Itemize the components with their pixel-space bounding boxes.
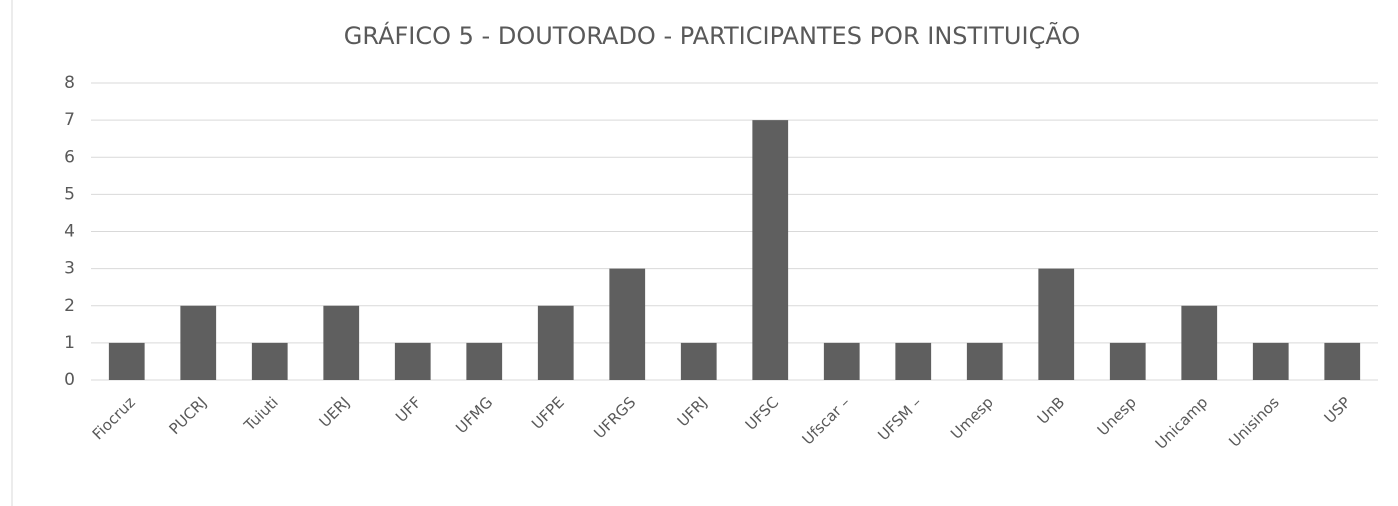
bar <box>1252 342 1289 380</box>
y-tick-label: 4 <box>64 222 75 242</box>
y-tick-label: 7 <box>64 110 75 130</box>
x-tick-label: Fiocruz <box>89 393 139 443</box>
y-tick-label: 0 <box>64 370 75 390</box>
y-tick-label: 5 <box>64 184 75 204</box>
y-tick-label: 8 <box>64 73 75 93</box>
x-tick-label: UFMG <box>452 393 496 437</box>
bar <box>680 342 717 380</box>
x-tick-label: Ufscar – <box>799 393 854 448</box>
chart-title: GRÁFICO 5 - DOUTORADO - PARTICIPANTES PO… <box>344 20 1080 50</box>
x-tick-label: Unisinos <box>1225 393 1283 451</box>
bar <box>323 305 360 380</box>
x-tick-label: Umesp <box>947 393 997 443</box>
x-tick-label: Tuiuti <box>240 393 282 435</box>
bar <box>1181 305 1218 380</box>
bar <box>752 120 789 380</box>
x-tick-label: Unicamp <box>1152 393 1212 453</box>
bar <box>966 342 1003 380</box>
x-tick-label: UFSM – <box>874 393 925 444</box>
y-tick-label: 6 <box>64 147 75 167</box>
bar <box>108 342 145 380</box>
bar <box>537 305 574 380</box>
x-tick-label: Unesp <box>1094 393 1140 439</box>
bar <box>1109 342 1146 380</box>
x-tick-label: UFPE <box>528 393 568 433</box>
x-tick-label: UERJ <box>316 393 354 431</box>
bar <box>251 342 288 380</box>
bar <box>895 342 932 380</box>
x-tick-label: PUCRJ <box>165 393 210 438</box>
bar <box>609 268 646 380</box>
bar <box>1038 268 1075 380</box>
x-tick-label: UFSC <box>742 393 783 434</box>
bar <box>823 342 860 380</box>
x-tick-label: UFRJ <box>674 393 711 430</box>
y-tick-label: 2 <box>64 296 75 316</box>
x-tick-label: USP <box>1321 393 1355 427</box>
x-tick-label: UFRGS <box>590 393 639 442</box>
x-tick-label: UnB <box>1034 393 1068 427</box>
y-tick-label: 1 <box>64 333 75 353</box>
bar <box>180 305 217 380</box>
bar <box>1324 342 1361 380</box>
y-tick-label: 3 <box>64 259 75 279</box>
x-tick-label: UFF <box>392 393 425 426</box>
bar <box>394 342 431 380</box>
bar <box>466 342 503 380</box>
